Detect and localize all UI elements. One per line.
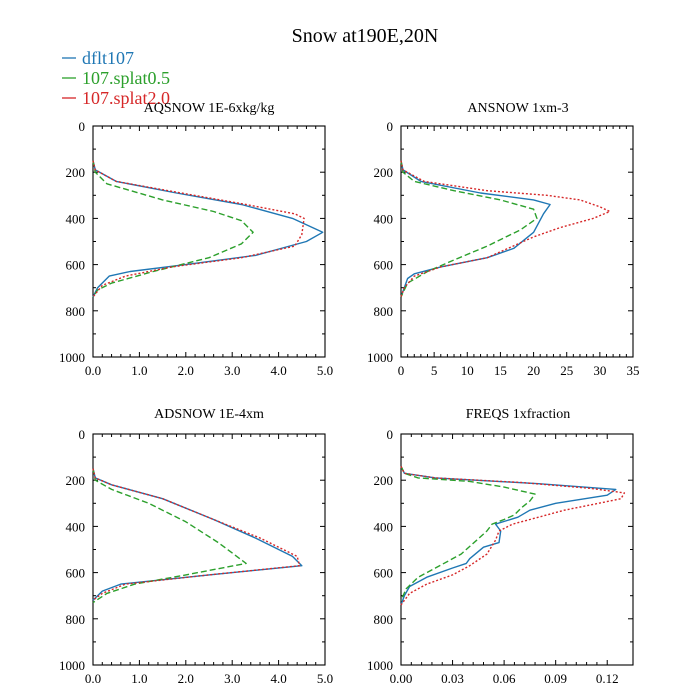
- x-tick-label: 3.0: [224, 671, 240, 686]
- x-tick-label: 0.12: [596, 671, 619, 686]
- y-tick-label: 0: [387, 119, 394, 134]
- y-tick-label: 200: [374, 165, 394, 180]
- x-tick-label: 0.06: [493, 671, 516, 686]
- series-line-107-splat2-0: [400, 160, 611, 298]
- x-tick-label: 4.0: [270, 363, 286, 378]
- legend: dflt107 107.splat0.5 107.splat2.0: [62, 48, 170, 108]
- x-tick-label: 1.0: [131, 363, 147, 378]
- x-tick-label: 0: [398, 363, 405, 378]
- x-tick-label: 2.0: [178, 363, 194, 378]
- x-tick-label: 20: [527, 363, 540, 378]
- y-tick-label: 200: [66, 165, 86, 180]
- series-line-107-splat2-0: [92, 468, 301, 601]
- y-tick-label: 800: [66, 304, 86, 319]
- panel-title: AQSNOW 1E-6xkg/kg: [144, 101, 275, 116]
- x-tick-label: 4.0: [270, 671, 286, 686]
- series-line-107-splat2-0: [400, 465, 626, 606]
- x-tick-label: 5: [431, 363, 438, 378]
- series-line-107-splat2-0: [92, 160, 305, 298]
- panel-ansnow: ANSNOW 1xm-3 0 200 400 600 800 1000 0 5 10 15 20 25…: [367, 101, 640, 378]
- x-tick-label: 0.03: [441, 671, 464, 686]
- y-tick-label: 400: [66, 211, 86, 226]
- x-tick-label: 5.0: [317, 671, 333, 686]
- legend-label: 107.splat2.0: [82, 88, 170, 108]
- legend-entry: 107.splat2.0: [62, 88, 170, 108]
- series-line-107-splat0-5: [400, 465, 536, 601]
- panel-title: FREQS 1xfraction: [466, 407, 571, 422]
- y-tick-label: 600: [374, 566, 394, 581]
- legend-label: 107.splat0.5: [82, 68, 170, 88]
- legend-entry: dflt107: [62, 48, 134, 68]
- x-tick-label: 0.0: [85, 671, 101, 686]
- y-tick-label: 1000: [59, 658, 85, 673]
- y-tick-label: 0: [387, 427, 394, 442]
- x-tick-label: 25: [560, 363, 573, 378]
- panel-title: ADSNOW 1E-4xm: [154, 407, 264, 422]
- x-tick-label: 10: [461, 363, 474, 378]
- series-line-107-splat0-5: [400, 160, 538, 298]
- legend-entry: 107.splat0.5: [62, 68, 170, 88]
- figure-title: Snow at190E,20N: [292, 25, 439, 47]
- plot-frame: [400, 433, 634, 666]
- y-tick-label: 200: [66, 473, 86, 488]
- x-tick-label: 2.0: [178, 671, 194, 686]
- plot-frame: [400, 125, 634, 358]
- series-line-107-splat0-5: [92, 468, 247, 604]
- x-tick-label: 5.0: [317, 363, 333, 378]
- series-line-dflt107: [92, 160, 324, 298]
- panel-title: ANSNOW 1xm-3: [467, 101, 568, 116]
- y-tick-label: 1000: [367, 350, 393, 365]
- y-tick-label: 400: [66, 519, 86, 534]
- series-line-dflt107: [400, 160, 551, 298]
- x-tick-label: 0.0: [85, 363, 101, 378]
- x-tick-label: 0.09: [544, 671, 567, 686]
- y-tick-label: 600: [374, 258, 394, 273]
- legend-label: dflt107: [82, 48, 134, 68]
- y-tick-label: 800: [374, 612, 394, 627]
- y-tick-label: 200: [374, 473, 394, 488]
- series-line-107-splat0-5: [92, 160, 254, 298]
- y-tick-label: 400: [374, 519, 394, 534]
- x-tick-label: 35: [627, 363, 640, 378]
- y-tick-label: 600: [66, 258, 86, 273]
- y-tick-label: 800: [66, 612, 86, 627]
- x-tick-label: 0.00: [390, 671, 413, 686]
- x-tick-label: 30: [593, 363, 606, 378]
- y-tick-label: 600: [66, 566, 86, 581]
- x-tick-label: 3.0: [224, 363, 240, 378]
- plot-frame: [92, 125, 326, 358]
- plot-area: 0 200 400 600 800 1000 0 5 10 15 20 25 30 35: [367, 119, 640, 378]
- x-tick-label: 15: [494, 363, 507, 378]
- y-tick-label: 1000: [59, 350, 85, 365]
- y-tick-label: 0: [79, 427, 86, 442]
- y-tick-label: 1000: [367, 658, 393, 673]
- x-tick-label: 1.0: [131, 671, 147, 686]
- series-line-dflt107: [400, 465, 617, 606]
- y-tick-label: 800: [374, 304, 394, 319]
- y-tick-label: 0: [79, 119, 86, 134]
- y-tick-label: 400: [374, 211, 394, 226]
- plot-frame: [92, 433, 326, 666]
